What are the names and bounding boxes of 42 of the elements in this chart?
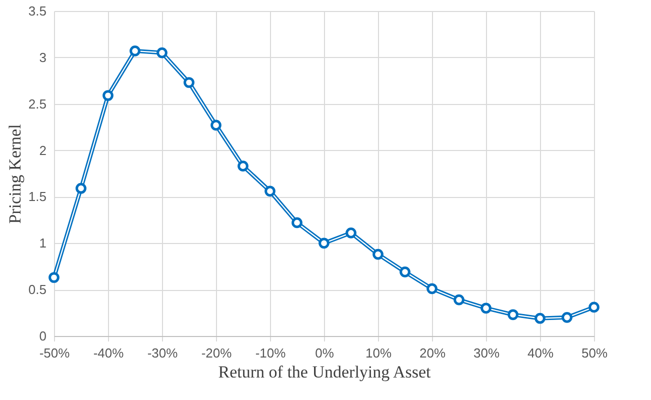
x-tick-label: 0%	[315, 346, 334, 360]
point	[102, 90, 114, 101]
point	[372, 248, 384, 260]
point	[184, 77, 194, 88]
y-tick-label: 3	[39, 50, 46, 65]
y-tick-label: 3.5	[28, 4, 46, 18]
x-tick-label: -50%	[39, 346, 70, 360]
point	[76, 182, 86, 194]
point	[156, 47, 168, 58]
point	[426, 283, 438, 294]
point	[588, 302, 600, 313]
y-tick-label: 0.5	[28, 282, 46, 298]
y-axis-title: Pricing Kernel	[5, 124, 24, 224]
point	[318, 238, 330, 249]
point	[48, 272, 60, 283]
y-tick-label: 2.5	[28, 96, 46, 112]
point	[562, 312, 572, 323]
point	[508, 309, 518, 320]
point	[238, 160, 248, 172]
x-tick-label: -40%	[93, 346, 124, 360]
x-tick-label: -20%	[201, 346, 232, 360]
x-tick-label: 10%	[365, 346, 392, 360]
point	[210, 120, 222, 131]
x-tick-label: -10%	[255, 346, 286, 360]
x-axis-title: Return of the Underlying Asset	[218, 362, 432, 382]
point	[400, 266, 410, 278]
point	[264, 186, 276, 197]
y-tick-label: 1	[39, 236, 46, 251]
x-tick-label: 50%	[581, 346, 608, 360]
y-tick-label: 2	[39, 142, 46, 158]
x-tick-label: 30%	[473, 346, 500, 360]
y-tick-label: 0	[39, 328, 46, 344]
x-tick-label: 20%	[419, 346, 446, 360]
point	[480, 302, 492, 314]
x-tick-label: -30%	[147, 346, 178, 360]
point	[534, 312, 546, 324]
point	[130, 46, 140, 56]
point	[346, 228, 356, 238]
y-tick-label: 1.5	[28, 189, 46, 204]
point	[292, 217, 302, 228]
point	[454, 294, 464, 306]
x-tick-label: 40%	[527, 346, 554, 360]
